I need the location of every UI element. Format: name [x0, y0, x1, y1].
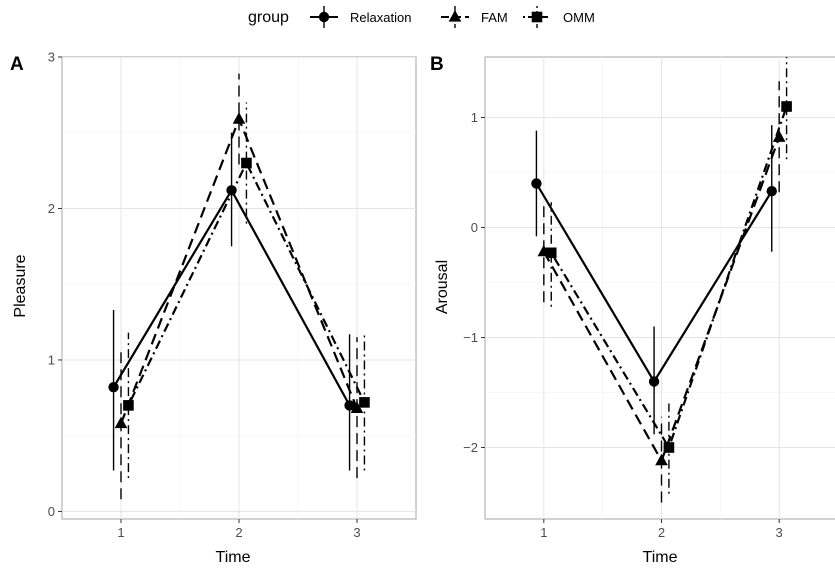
- point-fam: [350, 401, 364, 414]
- y-tick-label: 1: [48, 352, 55, 367]
- x-tick-label: 3: [776, 525, 783, 540]
- point-fam: [655, 453, 668, 466]
- legend-keys: [310, 6, 551, 28]
- y-tick-label: −1: [463, 330, 478, 345]
- y-axis-title-b: Arousal: [434, 260, 451, 314]
- point-omm: [781, 101, 792, 112]
- x-tick-label: 3: [353, 525, 360, 540]
- y-tick-label: 1: [471, 110, 478, 125]
- x-tick-label: 1: [540, 525, 547, 540]
- point-omm: [663, 442, 675, 453]
- point-fam: [114, 416, 128, 429]
- x-tick-label: 1: [117, 525, 124, 540]
- legend-label-relaxation: Relaxation: [350, 10, 411, 25]
- plot-area-b: −2 −1 0 1 1 2 3: [463, 56, 835, 540]
- grid: [62, 57, 416, 519]
- point-omm: [359, 397, 370, 408]
- legend-key-marker-omm: [531, 11, 543, 23]
- x-axis-title-a: Time: [216, 549, 251, 566]
- x-tick-label: 2: [235, 525, 242, 540]
- panel-a: A 0 1 2 3 1 2 3 Time Pleasure: [10, 50, 417, 566]
- legend-label-omm: OMM: [563, 10, 595, 25]
- y-tick-label: 0: [471, 220, 478, 235]
- point-omm: [545, 247, 557, 259]
- x-tick-label: 2: [658, 525, 665, 540]
- y-tick-label: 0: [48, 504, 55, 519]
- point-fam: [232, 112, 246, 124]
- point-relaxation: [344, 400, 355, 411]
- legend-title: group: [248, 9, 289, 26]
- series-marks: [531, 57, 792, 503]
- y-axis-title-a: Pleasure: [12, 254, 29, 317]
- series-line-omm: [550, 106, 788, 449]
- point-relaxation: [766, 186, 777, 197]
- point-relaxation: [531, 178, 542, 189]
- panel-b: B −2 −1 0 1 1 2 3 Time Arousal: [430, 54, 835, 566]
- y-tick-label: 3: [48, 50, 55, 65]
- legend-key-marker-fam: [448, 10, 462, 22]
- legend-label-fam: FAM: [481, 10, 508, 25]
- point-omm: [241, 157, 252, 169]
- x-axis-title-b: Time: [643, 549, 678, 566]
- point-relaxation: [108, 382, 119, 393]
- panel-background: [484, 56, 835, 520]
- panel-tag-b: B: [430, 54, 444, 75]
- y-tick-label: −2: [463, 440, 478, 455]
- panel-tag-a: A: [10, 54, 24, 75]
- legend-key-marker-relaxation: [318, 11, 330, 23]
- point-fam: [772, 130, 786, 142]
- legend: group Relaxation FAM OMM: [248, 6, 595, 28]
- point-relaxation: [648, 376, 660, 387]
- plot-area-a: 0 1 2 3 1 2 3: [48, 50, 417, 540]
- series-marks: [108, 73, 370, 500]
- point-omm: [123, 400, 134, 411]
- y-tick-label: 2: [48, 201, 55, 216]
- series-line-omm: [127, 161, 366, 406]
